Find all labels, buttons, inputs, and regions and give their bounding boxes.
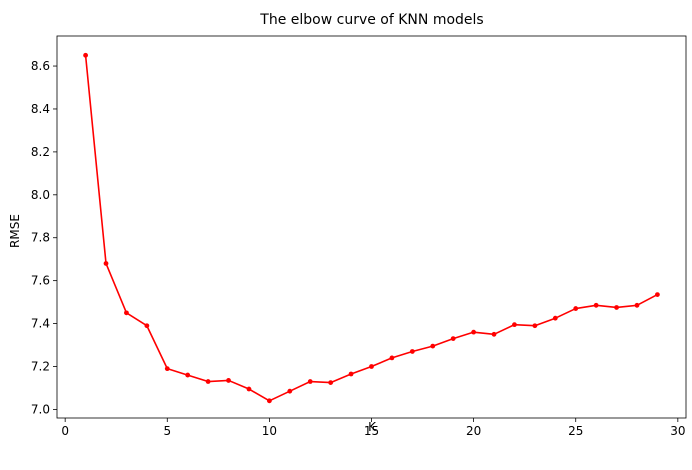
y-tick-label: 8.0 (31, 188, 50, 202)
data-point (83, 52, 88, 58)
data-point (185, 372, 191, 378)
data-point (226, 378, 231, 383)
data-point (450, 336, 456, 341)
data-point (246, 386, 252, 392)
data-point (287, 388, 293, 394)
x-tick-label: 5 (163, 424, 171, 438)
x-tick-label: 0 (61, 424, 69, 438)
data-point (389, 355, 395, 361)
data-point (369, 364, 374, 369)
data-point (205, 379, 211, 384)
data-point (307, 379, 313, 384)
data-point (614, 305, 619, 310)
y-tick-label: 8.2 (31, 145, 50, 159)
y-tick-label: 7.6 (31, 274, 50, 288)
data-point (593, 302, 599, 308)
x-tick-label: 15 (364, 424, 379, 438)
data-point (328, 380, 334, 385)
chart-title: The elbow curve of KNN models (259, 12, 483, 28)
y-tick-label: 7.0 (31, 402, 50, 416)
data-point (348, 371, 354, 377)
data-point (532, 323, 538, 329)
data-point (552, 315, 558, 321)
data-point (266, 398, 272, 404)
x-tick-label: 30 (670, 424, 685, 438)
y-tick-label: 8.4 (31, 102, 50, 116)
data-point (409, 349, 415, 354)
data-point (103, 261, 109, 266)
data-point (491, 331, 497, 337)
y-tick-label: 7.8 (31, 231, 50, 245)
data-point (573, 306, 579, 311)
data-point (430, 343, 436, 349)
data-point (164, 366, 170, 372)
x-tick-label: 25 (568, 424, 583, 438)
data-point (655, 292, 660, 298)
y-tick-label: 8.6 (31, 59, 50, 73)
x-tick-label: 20 (466, 424, 481, 438)
x-tick-label: 10 (262, 424, 277, 438)
y-axis-label: RMSE (8, 214, 22, 248)
x-axis-label: K (368, 420, 377, 434)
data-point (634, 302, 640, 308)
y-tick-label: 7.4 (31, 317, 50, 331)
data-point (512, 322, 517, 328)
plot-area: 0 5 10 15 20 25 30 7.0 7.2 7.4 7.6 7.8 8.0 8.2 8.4 8.6 (31, 35, 687, 438)
y-tick-label: 7.2 (31, 359, 50, 373)
data-point (471, 329, 477, 335)
data-point (124, 310, 129, 316)
data-point (144, 323, 150, 329)
